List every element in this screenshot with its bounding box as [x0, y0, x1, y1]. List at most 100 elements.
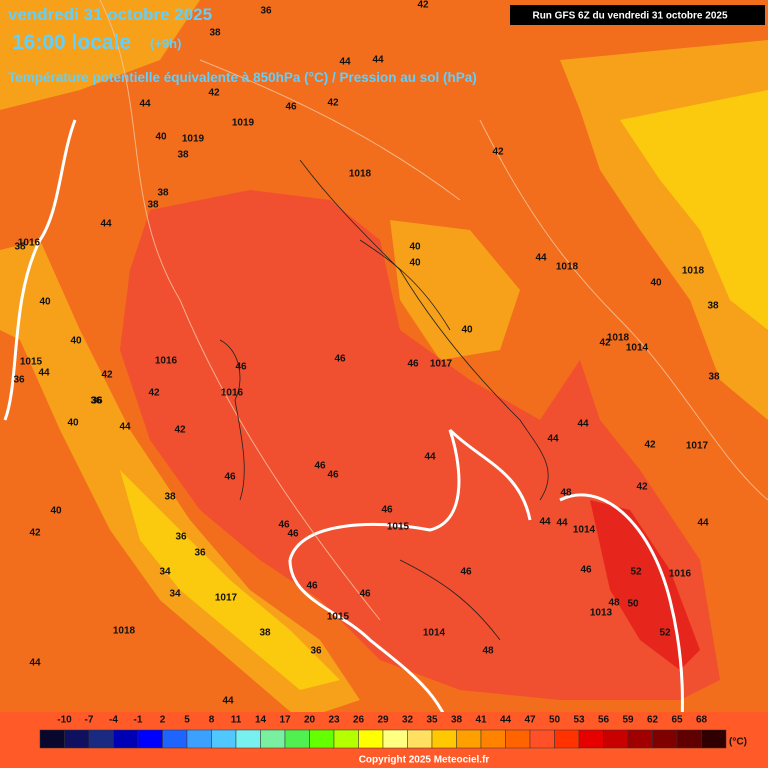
isotherm-label: 34 — [159, 567, 171, 578]
legend-tick: 11 — [231, 715, 242, 726]
isotherm-label: 40 — [650, 278, 662, 289]
isotherm-label: 38 — [14, 242, 26, 253]
isotherm-label: 44 — [339, 57, 351, 68]
legend-swatch — [39, 729, 65, 749]
legend-swatch — [456, 729, 482, 749]
isotherm-label: 44 — [38, 368, 50, 379]
legend-swatch — [529, 729, 555, 749]
isotherm-label: 46 — [224, 472, 236, 483]
title-date: vendredi 31 octobre 2025 — [8, 5, 212, 24]
legend-tick: 38 — [451, 715, 463, 726]
isobar-label: 1018 — [113, 626, 136, 637]
isotherm-label: 42 — [636, 482, 648, 493]
legend-swatch — [113, 729, 139, 749]
isotherm-label: 40 — [409, 258, 421, 269]
isotherm-label: 42 — [174, 425, 186, 436]
isobar-label: 1018 — [607, 333, 630, 344]
legend-swatch — [284, 729, 310, 749]
isobar — [288, 428, 532, 561]
isotherm-label: 38 — [707, 301, 719, 312]
isobar-label: 1015 — [327, 612, 350, 623]
legend-swatch — [603, 729, 629, 749]
legend-swatch — [701, 729, 727, 749]
thin-isolines — [99, 0, 768, 621]
isotherm-label: 38 — [164, 492, 176, 503]
legend-tick: 62 — [647, 715, 659, 726]
isotherm-label: 44 — [222, 696, 234, 707]
isotherm-label: 42 — [148, 388, 160, 399]
isobar-label: 1014 — [626, 343, 649, 354]
isotherm-label: 36 — [310, 646, 322, 657]
isotherm-label: 50 — [627, 599, 639, 610]
isotherm-label: 44 — [100, 219, 112, 230]
legend-swatch — [333, 729, 359, 749]
legend-swatch — [88, 729, 114, 749]
isotherm-label: 46 — [314, 461, 326, 472]
zone-yellow — [120, 470, 340, 690]
isobar-label: 1017 — [686, 441, 709, 452]
isobar-label: 1015 — [387, 522, 410, 533]
legend-tick: 41 — [475, 715, 487, 726]
legend-tick: -4 — [109, 715, 118, 726]
legend-tick: 47 — [524, 715, 536, 726]
legend-swatch — [64, 729, 90, 749]
legend-swatch — [382, 729, 408, 749]
isotherm-label: 38 — [259, 628, 271, 639]
isotherm-label: 46 — [334, 354, 346, 365]
legend-swatch — [211, 729, 237, 749]
legend-swatch — [652, 729, 678, 749]
isotherm-label: 46 — [327, 470, 339, 481]
legend-tick: 5 — [184, 715, 190, 726]
isotherm-label: 40 — [461, 325, 473, 336]
legend-tick: 20 — [304, 715, 316, 726]
isotherm-label: 38 — [157, 188, 169, 199]
isobar-label: 1016 — [669, 569, 692, 580]
legend-unit: (°C) — [729, 737, 747, 748]
isotherm-label: 34 — [169, 589, 181, 600]
isotherm-label: 44 — [139, 99, 151, 110]
isobar-label: 1016 — [221, 388, 244, 399]
isotherm-label: 46 — [460, 567, 472, 578]
legend-swatch — [407, 729, 433, 749]
legend-swatch — [358, 729, 384, 749]
isotherm-label: 46 — [287, 529, 299, 540]
legend-tick: 32 — [402, 715, 414, 726]
isotherm-label: 44 — [697, 518, 709, 529]
legend-tick: 26 — [353, 715, 365, 726]
legend-tick: 23 — [328, 715, 340, 726]
isotherm-label: 36 — [91, 396, 103, 407]
legend-tick: 35 — [426, 715, 438, 726]
isotherm-label: 40 — [67, 418, 79, 429]
isotherm-label: 42 — [599, 338, 611, 349]
isotherm-label: 42 — [101, 370, 113, 381]
legend-tick: 2 — [160, 715, 166, 726]
isobar-label: 1019 — [232, 118, 255, 129]
isobar-label: 1015 — [20, 357, 43, 368]
isobar-label: 1018 — [556, 262, 579, 273]
isotherm-label: 38 — [177, 150, 189, 161]
isotherm-label: 44 — [577, 419, 589, 430]
isotherm-label: 40 — [50, 506, 62, 517]
isotherm-label: 38 — [147, 200, 159, 211]
isotherm-label: 44 — [556, 518, 568, 529]
isotherm-label: 42 — [644, 440, 656, 451]
isotherm-label: 38 — [708, 372, 720, 383]
isotherm-label: 46 — [359, 589, 371, 600]
legend-swatch — [554, 729, 580, 749]
legend-tick: -10 — [57, 715, 72, 726]
isobar-label: 1017 — [215, 593, 238, 604]
isotherm-label: 36 — [13, 375, 25, 386]
isotherm-label: 46 — [306, 581, 318, 592]
legend-swatch — [309, 729, 335, 749]
isobar-label: 1014 — [423, 628, 446, 639]
isotherm-label: 52 — [630, 567, 642, 578]
zone-orange — [0, 0, 200, 110]
isobar-label: 1016 — [18, 238, 41, 249]
legend-tick: 68 — [696, 715, 708, 726]
isobar — [3, 119, 77, 421]
isotherm-label: 44 — [424, 452, 436, 463]
isotherm-label: 48 — [560, 488, 572, 499]
legend-swatch — [627, 729, 653, 749]
zone-yellow — [620, 90, 768, 330]
